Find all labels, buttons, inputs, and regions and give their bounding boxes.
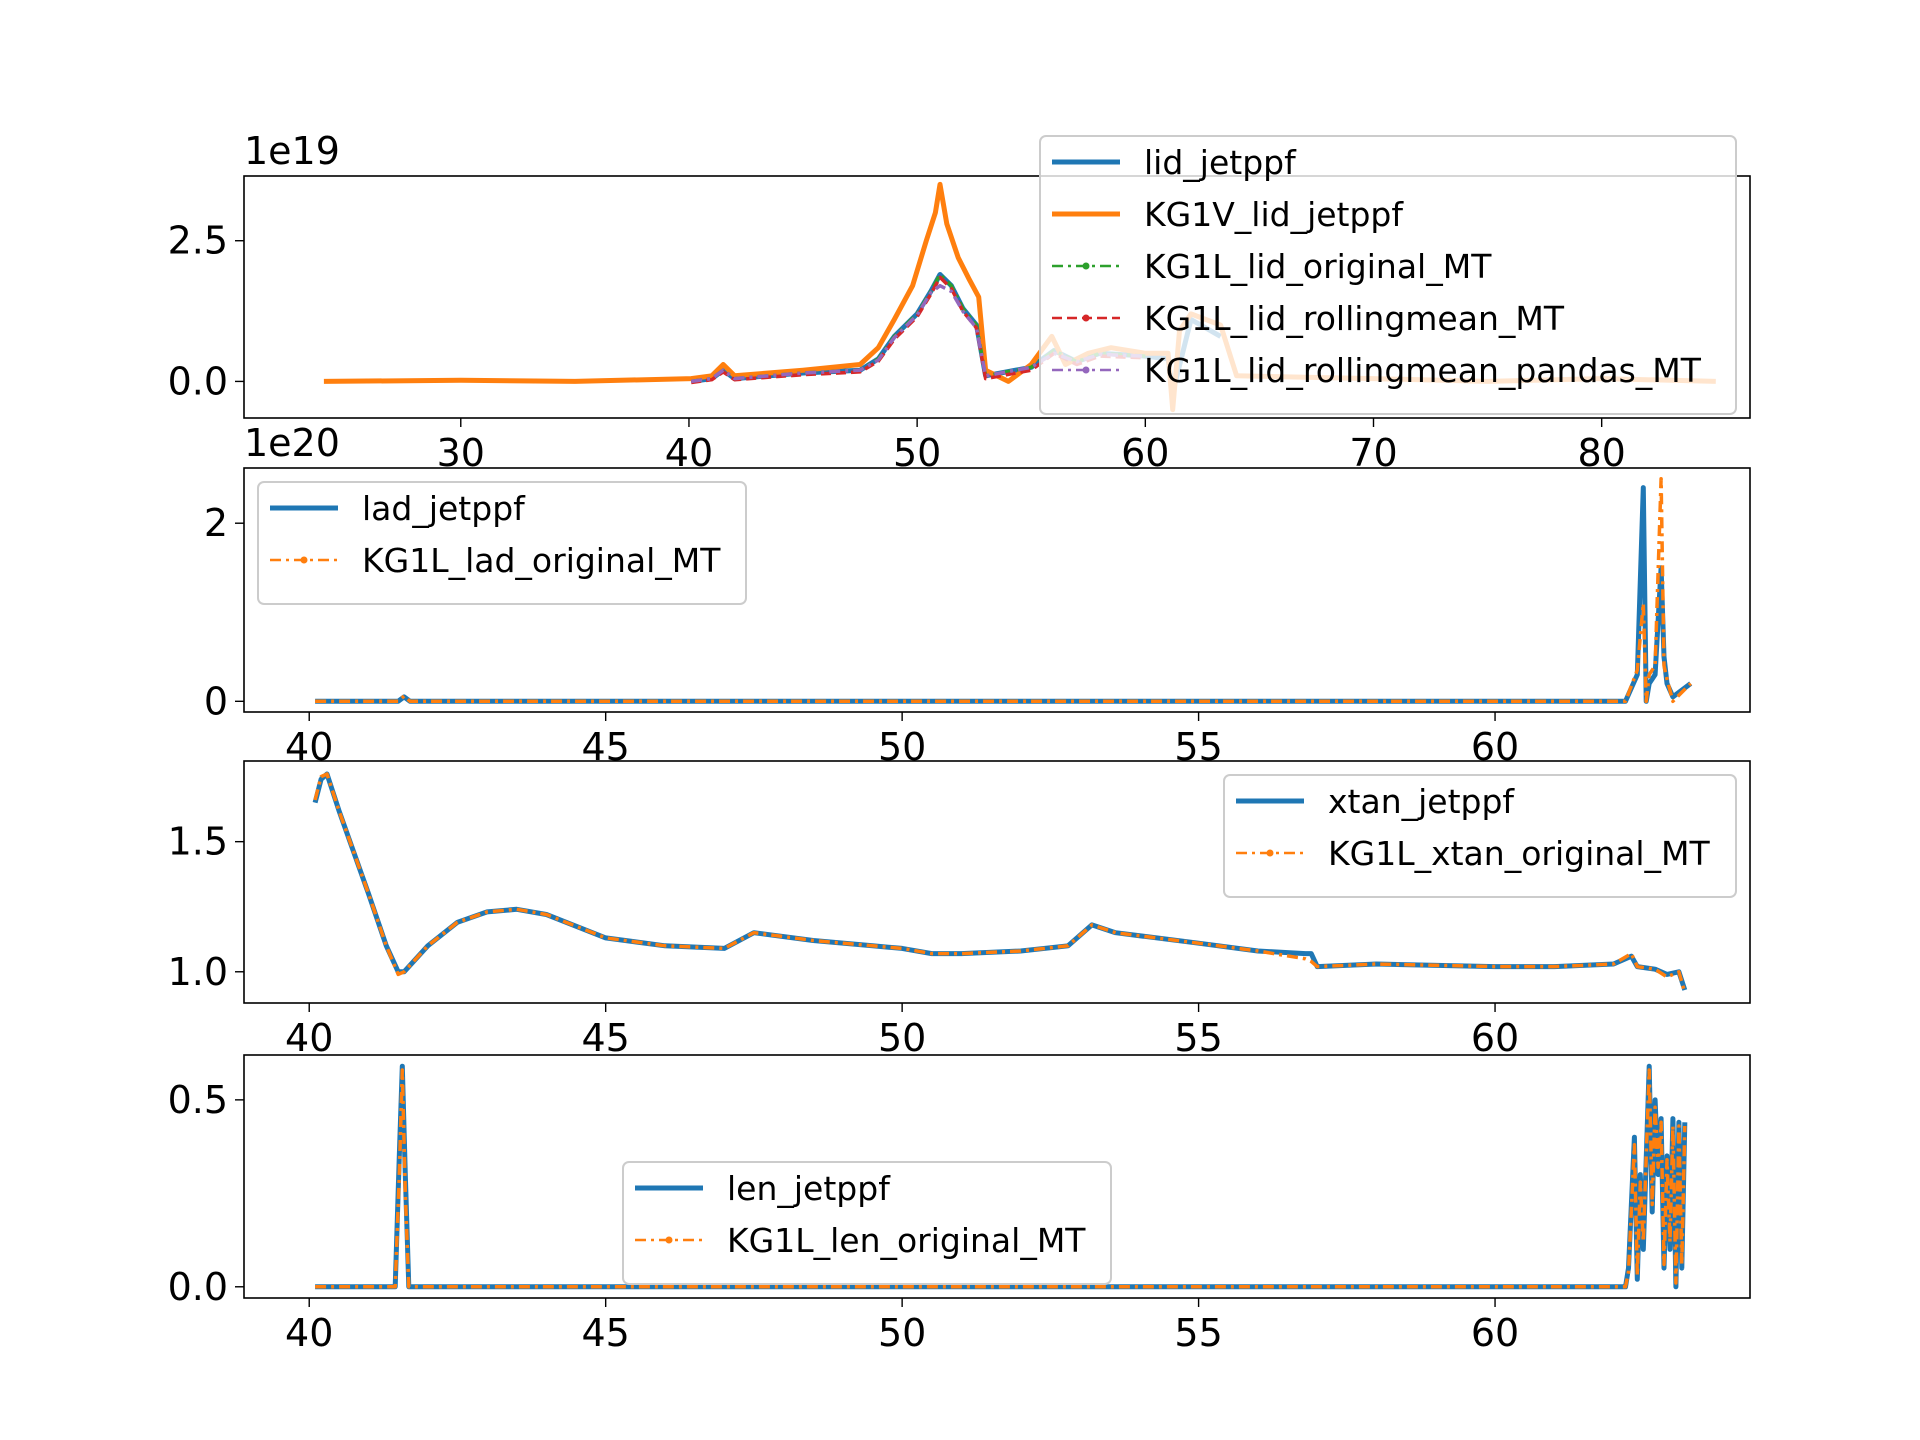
series-group xyxy=(315,476,1693,704)
legend-marker xyxy=(1266,849,1274,857)
x-tick-label: 50 xyxy=(878,1016,926,1060)
series-group xyxy=(315,1063,1688,1290)
legend-box xyxy=(257,481,747,605)
legend: lid_jetppf KG1V_lid_jetppf KG1L_lid_origin… xyxy=(1039,135,1737,415)
legend: len_jetppf KG1L_len_original_MT xyxy=(622,1161,1112,1285)
axes-frame xyxy=(243,175,1751,419)
legend: xtan_jetppf KG1L_xtan_original_MT xyxy=(1223,774,1737,898)
legend-label: xtan_jetppf xyxy=(1328,782,1515,821)
y-tick-label: 2 xyxy=(204,501,228,545)
y-offset-label: 1e19 xyxy=(244,129,340,173)
legend-marker xyxy=(300,556,308,564)
x-tick-label: 60 xyxy=(1471,725,1519,769)
legend-marker xyxy=(1082,366,1090,374)
legend-box xyxy=(622,1161,1112,1285)
x-tick-label: 50 xyxy=(878,1311,926,1355)
x-tick-label: 55 xyxy=(1174,725,1222,769)
legend-label: len_jetppf xyxy=(727,1169,891,1208)
legend-box xyxy=(1039,135,1737,415)
y-tick-label: 0.0 xyxy=(168,1265,228,1309)
legend-label: lad_jetppf xyxy=(362,489,526,528)
legend-box xyxy=(1223,774,1737,898)
subplot-2: 40 45 50 55 60 0 2 1e20 lad_jetppf KG1L_lad_origi… xyxy=(204,421,1751,769)
legend-label: KG1L_xtan_original_MT xyxy=(1328,834,1711,873)
legend-marker xyxy=(665,1236,673,1244)
legend-label: KG1L_lid_original_MT xyxy=(1144,247,1492,286)
x-tick-label: 45 xyxy=(581,1016,629,1060)
axes-frame xyxy=(243,760,1751,1004)
legend: lad_jetppf KG1L_lad_original_MT xyxy=(257,481,747,605)
legend-marker xyxy=(1082,314,1090,322)
subplot-3: 40 45 50 55 60 1.0 1.5 xtan_jetppf KG1L_xtan_ori… xyxy=(168,760,1751,1060)
legend-label: KG1L_lid_rollingmean_MT xyxy=(1144,299,1565,338)
series-line-KG1L_xtan_original_MT xyxy=(313,772,1687,994)
legend-label: KG1L_lid_rollingmean_pandas_MT xyxy=(1144,351,1702,390)
y-tick-label: 1.0 xyxy=(168,950,228,994)
axes-frame xyxy=(243,467,1751,713)
x-tick-label: 40 xyxy=(285,1016,333,1060)
x-tick-label: 45 xyxy=(581,725,629,769)
series-line-KG1L_len_original_MT xyxy=(315,1068,1687,1289)
y-tick-label: 0.5 xyxy=(168,1078,228,1122)
y-tick-label: 0.0 xyxy=(168,359,228,403)
subplot-4: 40 45 50 55 60 0.0 0.5 len_jetppf KG1L_len_origi… xyxy=(168,1054,1751,1355)
series-line-KG1L_lad_original_MT xyxy=(315,476,1692,704)
y-tick-label: 1.5 xyxy=(168,820,228,864)
x-tick-label: 55 xyxy=(1174,1311,1222,1355)
x-tick-label: 50 xyxy=(878,725,926,769)
x-tick-label: 40 xyxy=(285,725,333,769)
x-tick-label: 55 xyxy=(1174,1016,1222,1060)
y-tick-label: 0 xyxy=(204,679,228,723)
series-group xyxy=(312,771,1688,994)
y-offset-label: 1e20 xyxy=(244,421,340,465)
legend-label: lid_jetppf xyxy=(1144,143,1297,182)
x-tick-label: 60 xyxy=(1471,1311,1519,1355)
axes-frame xyxy=(243,1054,1751,1299)
legend-marker xyxy=(1082,262,1090,270)
x-tick-label: 40 xyxy=(285,1311,333,1355)
legend-label: KG1L_len_original_MT xyxy=(727,1221,1086,1260)
legend-label: KG1L_lad_original_MT xyxy=(362,541,721,580)
x-tick-label: 45 xyxy=(581,1311,629,1355)
y-tick-label: 2.5 xyxy=(168,219,228,263)
x-tick-label: 60 xyxy=(1471,1016,1519,1060)
legend-label: KG1V_lid_jetppf xyxy=(1144,195,1404,234)
